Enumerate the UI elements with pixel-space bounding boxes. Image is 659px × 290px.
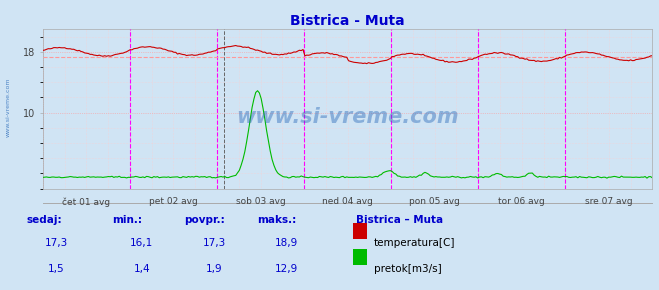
Text: 1,4: 1,4 <box>133 264 150 274</box>
Text: 17,3: 17,3 <box>44 238 68 248</box>
Text: sedaj:: sedaj: <box>26 215 62 224</box>
Text: www.si-vreme.com: www.si-vreme.com <box>237 107 459 127</box>
Text: 17,3: 17,3 <box>202 238 226 248</box>
Text: Bistrica – Muta: Bistrica – Muta <box>356 215 443 224</box>
Text: sob 03 avg: sob 03 avg <box>236 197 285 206</box>
Text: 12,9: 12,9 <box>275 264 299 274</box>
Text: pretok[m3/s]: pretok[m3/s] <box>374 264 442 274</box>
Text: 1,9: 1,9 <box>206 264 223 274</box>
Text: 16,1: 16,1 <box>130 238 154 248</box>
Text: 1,5: 1,5 <box>47 264 65 274</box>
Text: pon 05 avg: pon 05 avg <box>409 197 460 206</box>
Text: tor 06 avg: tor 06 avg <box>498 197 545 206</box>
Text: min.:: min.: <box>112 215 142 224</box>
Text: maks.:: maks.: <box>257 215 297 224</box>
Text: sre 07 avg: sre 07 avg <box>585 197 633 206</box>
Text: ned 04 avg: ned 04 avg <box>322 197 373 206</box>
Text: temperatura[C]: temperatura[C] <box>374 238 455 248</box>
Text: čet 01 avg: čet 01 avg <box>63 197 111 207</box>
Text: povpr.:: povpr.: <box>185 215 225 224</box>
Text: 18,9: 18,9 <box>275 238 299 248</box>
Title: Bistrica - Muta: Bistrica - Muta <box>291 14 405 28</box>
Text: pet 02 avg: pet 02 avg <box>149 197 198 206</box>
Text: www.si-vreme.com: www.si-vreme.com <box>5 77 11 137</box>
